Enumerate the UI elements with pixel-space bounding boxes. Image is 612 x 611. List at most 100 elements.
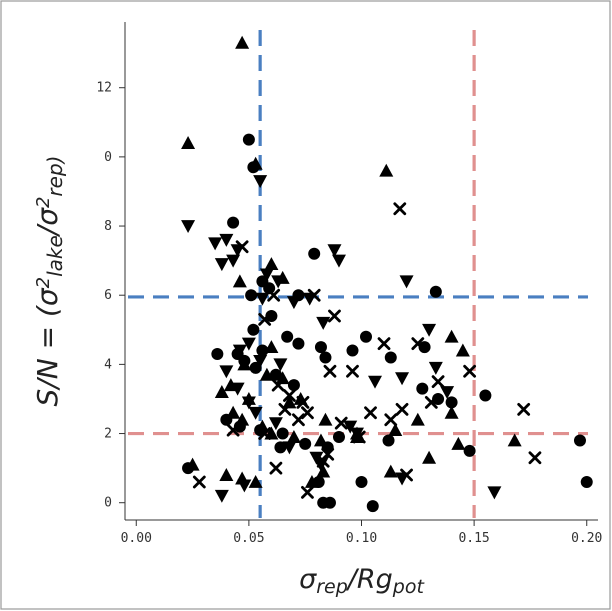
circle-marker — [319, 351, 332, 364]
circle-marker — [242, 133, 255, 146]
circle-marker — [432, 392, 445, 405]
cross-marker — [364, 406, 377, 420]
circle-marker — [573, 434, 586, 447]
y-tick-label: 6 — [104, 288, 112, 303]
triangle-down-marker — [487, 486, 502, 500]
circle-marker — [355, 475, 368, 488]
circle-marker — [227, 216, 240, 229]
circle-marker — [292, 289, 305, 302]
triangle-up-marker — [318, 412, 333, 426]
triangle-down-marker — [395, 372, 410, 386]
triangle-down-marker — [248, 406, 263, 420]
triangle-up-marker — [264, 257, 279, 271]
circle-marker — [384, 351, 397, 364]
triangle-down-marker — [253, 175, 268, 189]
cross-marker — [278, 402, 292, 416]
triangle-down-marker — [230, 382, 245, 396]
triangle-down-marker — [255, 292, 270, 306]
circle-marker — [220, 413, 233, 426]
x-tick-label: 0.00 — [121, 531, 152, 546]
cross-marker — [258, 427, 272, 440]
circle-marker — [292, 337, 305, 350]
x-tick-label: 0.20 — [571, 531, 602, 546]
triangle-down-marker — [219, 233, 234, 247]
circle-marker — [182, 462, 195, 475]
cross-marker — [226, 423, 240, 437]
circle-marker — [247, 161, 260, 174]
triangle-down-marker — [368, 375, 383, 389]
triangle-down-marker — [214, 489, 229, 503]
x-tick-label: 0.15 — [458, 531, 489, 546]
circle-marker — [429, 285, 442, 298]
y-tick-label: 0 — [104, 150, 112, 165]
triangle-down-marker — [268, 417, 283, 431]
triangle-down-marker — [253, 354, 268, 368]
cross-marker — [384, 413, 398, 427]
cross-marker — [271, 378, 285, 392]
circle-marker — [580, 475, 593, 488]
triangle-up-marker — [235, 35, 250, 49]
circle-marker — [263, 282, 276, 295]
triangle-down-marker — [282, 441, 297, 455]
cross-marker — [393, 202, 407, 216]
cross-marker — [424, 396, 438, 409]
triangle-up-marker — [455, 343, 470, 357]
cross-marker — [377, 337, 391, 351]
cross-marker — [192, 475, 206, 489]
triangle-up-marker — [316, 464, 331, 478]
triangle-down-marker — [181, 220, 196, 234]
circle-marker — [366, 500, 379, 513]
cross-marker — [267, 288, 281, 302]
cross-marker — [321, 447, 335, 461]
circle-marker — [281, 330, 294, 343]
circle-marker — [276, 427, 289, 440]
cross-marker — [528, 451, 542, 465]
triangle-up-marker — [214, 385, 229, 398]
circle-marker — [249, 361, 262, 374]
axis-labels-layer: σrep/Rgpot S/N = (σ2lake/σ2rep) — [31, 156, 425, 598]
circle-marker — [416, 382, 429, 395]
triangle-up-marker — [422, 450, 437, 464]
circle-marker — [233, 420, 246, 433]
triangle-up-marker — [259, 367, 274, 381]
triangle-up-marker — [248, 474, 263, 488]
y-tick-label: 4 — [104, 357, 112, 372]
triangle-down-marker — [273, 358, 288, 372]
triangle-up-marker — [383, 464, 398, 478]
cross-marker — [292, 413, 305, 427]
cross-marker — [411, 337, 425, 351]
cross-marker — [301, 406, 314, 420]
data-points-layer — [181, 35, 593, 513]
circle-marker — [382, 434, 395, 447]
cross-marker — [431, 375, 445, 389]
circle-marker — [346, 344, 359, 357]
triangle-down-marker — [331, 254, 346, 268]
triangle-down-marker — [271, 275, 286, 289]
cross-marker — [307, 288, 321, 302]
circle-marker — [463, 444, 476, 457]
triangle-up-marker — [444, 405, 459, 419]
triangle-up-marker — [507, 433, 522, 447]
triangle-down-marker — [214, 258, 229, 272]
circle-marker — [211, 348, 224, 360]
triangle-down-marker — [327, 244, 342, 258]
circle-marker — [274, 441, 287, 454]
y-tick-label: 12 — [96, 81, 112, 96]
cross-marker — [316, 454, 330, 468]
circle-marker — [287, 379, 300, 392]
triangle-down-marker — [309, 451, 324, 465]
circle-marker — [332, 431, 345, 443]
circle-marker — [312, 475, 325, 488]
triangle-down-marker — [208, 237, 223, 251]
circle-marker — [269, 368, 282, 381]
y-axis-title-group: S/N = (σ2lake/σ2rep) — [31, 156, 67, 407]
triangle-down-marker — [241, 396, 256, 410]
triangle-up-marker — [219, 468, 234, 481]
circle-marker — [314, 341, 327, 354]
triangle-up-marker — [451, 436, 466, 450]
triangle-down-marker — [440, 386, 455, 400]
cross-marker — [258, 313, 272, 326]
triangle-up-marker — [181, 136, 196, 149]
circle-marker — [247, 323, 260, 336]
